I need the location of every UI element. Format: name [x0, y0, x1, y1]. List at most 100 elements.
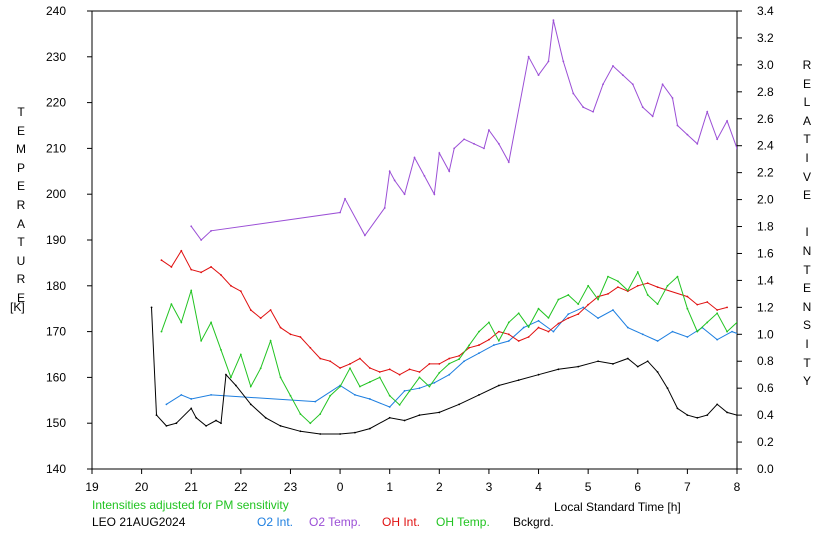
data-point-oh-temp: [418, 376, 421, 379]
y-right-tick-label: 3.2: [757, 31, 774, 45]
data-point-oh-temp: [597, 298, 599, 301]
data-point-oh-temp: [636, 271, 639, 273]
x-tick-label: 0: [337, 480, 344, 494]
data-point-oh-int: [279, 326, 282, 329]
legend-oh-temp: OH Temp.: [436, 515, 490, 529]
data-point-oh-int: [378, 371, 381, 373]
data-point-o2-temp: [572, 92, 575, 95]
x-tick-label: 20: [135, 480, 149, 494]
data-point-oh-int: [527, 336, 530, 338]
data-point-oh-int: [607, 292, 609, 295]
x-axis-label: Local Standard Time [h]: [554, 500, 681, 514]
data-point-o2-temp: [592, 110, 595, 113]
data-point-oh-temp: [448, 362, 451, 365]
data-point-oh-int: [646, 282, 649, 285]
data-point-o2-int: [567, 313, 570, 315]
data-point-bckgrd: [368, 427, 371, 430]
data-point-bckgrd: [418, 414, 421, 417]
data-point-oh-int: [716, 309, 719, 311]
y-axis-left-label-char: E: [16, 290, 25, 305]
data-point-bckgrd: [825, 10, 827, 12]
data-point-oh-temp: [478, 330, 480, 333]
data-point-oh-int: [557, 322, 560, 325]
data-point-o2-int: [418, 387, 421, 390]
y-left-tick-label: 150: [46, 416, 66, 430]
data-point-o2-temp: [736, 147, 737, 150]
y-axis-left-label-char: P: [16, 160, 25, 175]
data-point-oh-int: [547, 330, 550, 333]
chart-axes: 19 20 21 22 23 0 1 2 3 4 5 6 7 8140150160170180190200…: [46, 4, 774, 494]
data-point-oh-int: [259, 317, 262, 320]
series-line-o2-temp: [190, 20, 737, 241]
data-point-o2-temp: [393, 179, 396, 182]
data-point-o2-int: [478, 352, 480, 355]
data-point-oh-int: [587, 303, 590, 306]
legend-o2-temp: O2 Temp.: [309, 515, 361, 529]
data-point-bckgrd: [438, 411, 441, 414]
y-axis-right-label-char: L: [803, 95, 811, 110]
series-line-o2-int: [166, 306, 737, 408]
data-point-bckgrd: [497, 384, 500, 387]
data-point-o2-int: [582, 306, 585, 309]
data-point-o2-int: [656, 340, 659, 342]
data-point-bckgrd: [597, 360, 599, 363]
data-point-oh-int: [636, 284, 639, 287]
data-point-oh-temp: [210, 321, 212, 324]
data-point-oh-int: [388, 368, 391, 371]
data-point-bckgrd: [234, 384, 237, 387]
data-point-oh-temp: [507, 321, 510, 324]
data-point-o2-int: [180, 394, 183, 396]
x-tick-label: 23: [284, 480, 298, 494]
y-axis-left-label-char: U: [16, 253, 26, 268]
data-point-o2-int: [686, 336, 689, 338]
y-axis-left-label-char: E: [16, 179, 25, 194]
data-point-o2-temp: [483, 147, 485, 150]
data-point-bckgrd: [686, 414, 689, 417]
data-point-o2-temp: [661, 83, 664, 86]
data-point-bckgrd: [726, 411, 728, 414]
data-point-oh-temp: [676, 275, 679, 278]
data-point-oh-int: [220, 274, 222, 276]
data-point-oh-int: [299, 336, 302, 338]
data-point-oh-int: [408, 368, 411, 371]
data-point-bckgrd: [796, 77, 798, 79]
series-line-oh-int: [161, 249, 728, 376]
data-point-bckgrd: [249, 403, 252, 406]
x-tick-label: 7: [684, 480, 691, 494]
data-point-oh-temp: [527, 326, 530, 328]
data-point-oh-temp: [458, 358, 461, 360]
y-axis-right-label-char: I: [805, 150, 809, 165]
data-point-oh-int: [249, 309, 252, 311]
data-point-bckgrd: [646, 360, 649, 363]
y-right-tick-label: 0.4: [757, 408, 774, 422]
data-point-bckgrd: [388, 416, 391, 419]
y-axis-right-label-char: N: [802, 243, 812, 258]
data-point-o2-int: [492, 344, 495, 346]
data-point-oh-int: [428, 363, 431, 365]
data-point-o2-temp: [651, 115, 654, 118]
data-point-bckgrd: [736, 414, 737, 417]
x-tick-label: 4: [535, 480, 542, 494]
y-left-tick-label: 210: [46, 141, 66, 155]
y-axis-right-label-char: I: [805, 225, 809, 240]
data-point-o2-temp: [463, 138, 466, 141]
y-axis-right-label-char: E: [802, 281, 811, 296]
y-axis-left-unit: [K]: [10, 300, 25, 314]
y-left-tick-label: 230: [46, 50, 66, 64]
x-tick-label: 2: [436, 480, 443, 494]
data-point-o2-int: [612, 309, 614, 311]
data-point-o2-int: [731, 330, 733, 333]
data-point-o2-int: [388, 406, 391, 408]
data-point-oh-temp: [696, 330, 699, 333]
data-point-o2-temp: [383, 207, 386, 209]
data-point-o2-int: [507, 340, 510, 342]
data-point-oh-temp: [220, 349, 222, 351]
data-point-oh-int: [269, 309, 272, 311]
data-point-oh-int: [438, 363, 441, 365]
series-line-bckgrd: [151, 307, 737, 435]
data-point-o2-temp: [497, 142, 500, 145]
data-point-bckgrd: [776, 239, 778, 241]
data-point-oh-temp: [428, 385, 431, 388]
data-point-o2-temp: [676, 124, 679, 127]
